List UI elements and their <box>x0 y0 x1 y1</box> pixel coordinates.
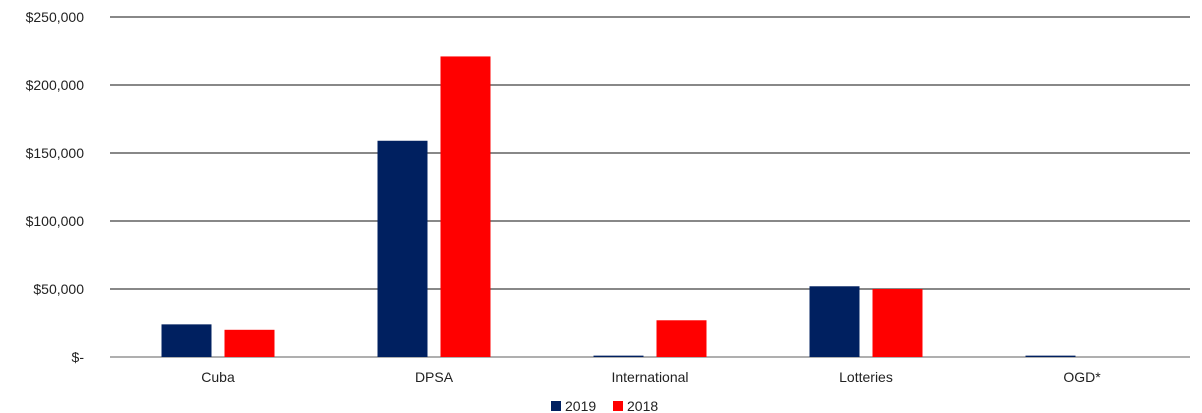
category-label: DPSA <box>415 369 454 385</box>
category-label: International <box>611 369 688 385</box>
legend-swatch <box>613 401 623 411</box>
category-label: Lotteries <box>839 369 893 385</box>
y-tick-label: $200,000 <box>26 77 85 93</box>
legend: 2019 2018 <box>551 398 658 413</box>
bar-2019-lotteries <box>809 286 860 357</box>
bar-2018-international <box>656 320 707 357</box>
x-axis-category-labels: Cuba DPSA International Lotteries OGD* <box>201 369 1101 385</box>
category-label: OGD* <box>1063 369 1101 385</box>
bar-2019-international <box>593 355 644 357</box>
bar-2018-dpsa <box>440 56 491 357</box>
category-label: Cuba <box>201 369 235 385</box>
legend-swatch <box>551 401 561 411</box>
y-tick-label: $100,000 <box>26 213 85 229</box>
bars <box>161 56 1076 357</box>
y-tick-label: $150,000 <box>26 145 85 161</box>
y-tick-label: $- <box>72 349 85 365</box>
bar-2019-dpsa <box>377 140 428 357</box>
bar-2019-cuba <box>161 324 212 357</box>
bar-2019-ogd <box>1025 355 1076 357</box>
y-tick-label: $50,000 <box>33 281 84 297</box>
gridlines <box>110 16 1190 358</box>
bar-2018-cuba <box>224 329 275 357</box>
legend-label: 2019 <box>565 398 596 413</box>
legend-label: 2018 <box>627 398 658 413</box>
bar-2018-lotteries <box>872 289 923 357</box>
y-tick-label: $250,000 <box>26 9 85 25</box>
y-axis-tick-labels: $- $50,000 $100,000 $150,000 $200,000 $250,00… <box>26 9 85 365</box>
